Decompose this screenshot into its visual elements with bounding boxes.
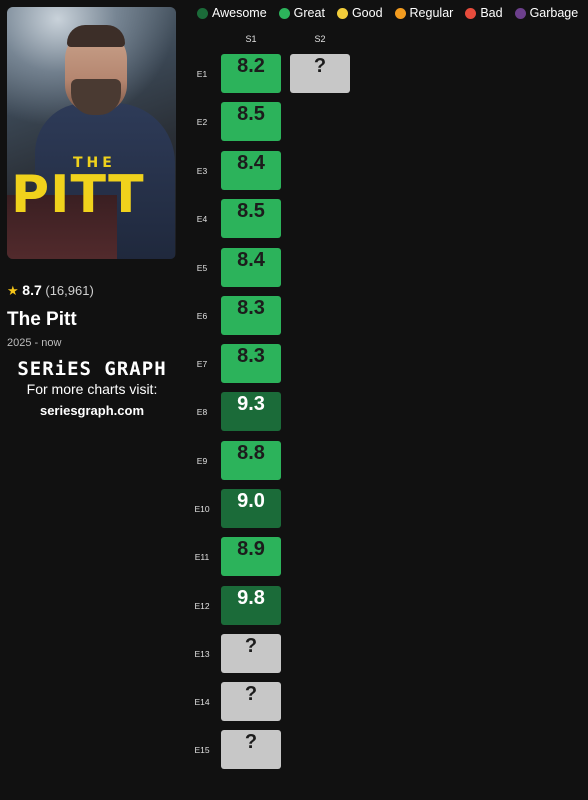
episode-rating-cell[interactable]: ? [221, 682, 281, 721]
legend-label: Awesome [212, 6, 267, 20]
legend-label: Regular [409, 6, 454, 20]
episode-rating-cell[interactable]: 9.3 [221, 392, 281, 431]
poster-foreground [7, 195, 117, 259]
episode-label: E14 [194, 697, 210, 707]
poster-figure-beard [71, 79, 121, 115]
episode-label: E13 [194, 649, 210, 659]
episode-rating-cell[interactable]: 8.2 [221, 54, 281, 93]
season-header-s2: S2 [314, 34, 326, 44]
episode-rating-cell[interactable]: ? [221, 634, 281, 673]
episode-rating-cell[interactable]: 8.3 [221, 296, 281, 335]
rating-score: 8.7 [22, 282, 42, 298]
episode-label: E9 [196, 456, 208, 466]
episode-label: E7 [196, 359, 208, 369]
star-icon: ★ [7, 283, 19, 298]
awesome-dot-icon [197, 7, 208, 19]
episode-rating-cell[interactable]: 8.8 [221, 441, 281, 480]
episode-label: E11 [194, 552, 210, 562]
legend-item-regular: Regular [394, 6, 454, 20]
legend-item-awesome: Awesome [197, 6, 267, 20]
episode-rating-cell[interactable]: 9.0 [221, 489, 281, 528]
episode-label: E4 [196, 214, 208, 224]
bad-dot-icon [465, 7, 477, 19]
episode-rating-cell[interactable]: 8.5 [221, 102, 281, 141]
episode-label: E15 [194, 745, 210, 755]
episode-label: E12 [194, 601, 210, 611]
episode-rating-cell[interactable]: 8.4 [221, 248, 281, 287]
episode-rating-cell[interactable]: 8.9 [221, 537, 281, 576]
legend-label: Garbage [529, 6, 579, 20]
legend-item-bad: Bad [465, 6, 503, 20]
show-poster: THE PITT [7, 7, 176, 259]
episode-label: E1 [196, 69, 208, 79]
promo-text: For more charts visit: [26, 381, 158, 397]
episode-label: E6 [196, 311, 208, 321]
great-dot-icon [278, 7, 290, 19]
episode-rating-cell[interactable]: 8.4 [221, 151, 281, 190]
show-years: 2025 - now [7, 337, 62, 349]
episode-rating-cell[interactable]: 8.5 [221, 199, 281, 238]
episode-rating-cell[interactable]: ? [290, 54, 350, 93]
regular-dot-icon [394, 7, 406, 19]
legend-item-good: Good [336, 6, 383, 20]
legend-label: Great [293, 6, 325, 20]
episode-label: E8 [196, 407, 208, 417]
episode-label: E5 [196, 263, 208, 273]
brand-logo: SERiES GRAPH [17, 358, 167, 380]
episode-rating-cell[interactable]: 9.8 [221, 586, 281, 625]
season-header-s1: S1 [245, 34, 257, 44]
site-link[interactable]: seriesgraph.com [39, 403, 145, 418]
episode-rating-cell[interactable]: 8.3 [221, 344, 281, 383]
garbage-dot-icon [514, 7, 526, 19]
episode-label: E2 [196, 117, 208, 127]
episode-rating-cell[interactable]: ? [221, 730, 281, 769]
legend-item-garbage: Garbage [514, 6, 579, 20]
good-dot-icon [336, 7, 348, 19]
legend-item-great: Great [278, 6, 325, 20]
poster-title-main: PITT [11, 165, 145, 225]
rating-row: ★ 8.7 (16,961) [7, 282, 94, 299]
rating-votes: (16,961) [45, 283, 94, 298]
rating-legend: Awesome Great Good Regular Bad Garbage [197, 5, 578, 21]
episode-label: E10 [194, 504, 210, 514]
episode-label: E3 [196, 166, 208, 176]
poster-title-top: THE [73, 155, 116, 171]
legend-label: Bad [480, 6, 503, 20]
legend-label: Good [351, 6, 383, 20]
show-title: The Pitt [7, 309, 77, 330]
poster-figure-hair [67, 25, 125, 47]
